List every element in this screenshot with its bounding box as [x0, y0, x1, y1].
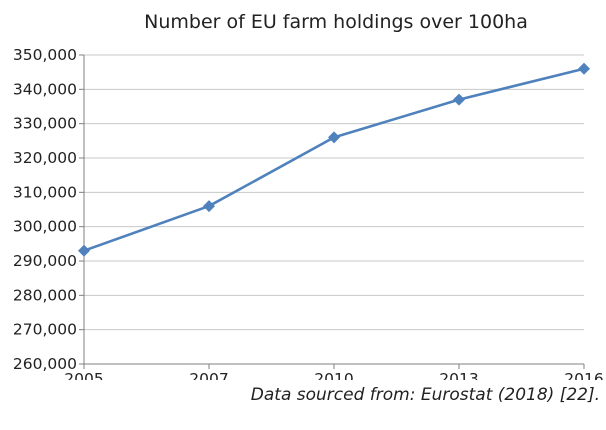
gridlines: [84, 54, 584, 331]
data-point-marker: [578, 62, 590, 75]
y-tick-label: 270,000: [13, 321, 77, 339]
y-tick-label: 330,000: [13, 115, 77, 133]
x-axis-ticks: 2005 2007 2010 2013 2016: [64, 364, 604, 380]
x-tick-label: 2007: [189, 370, 228, 380]
source-note: Data sourced from: Eurostat (2018) [22].: [250, 385, 600, 405]
axes: [83, 55, 584, 365]
y-tick-label: 280,000: [13, 286, 77, 304]
y-axis-ticks: 260,000 270,000 280,000 290,000 300,000 310,0…: [13, 46, 84, 373]
y-tick-label: 290,000: [13, 252, 77, 270]
line-chart: Number of EU farm holdings over 100ha 26…: [13, 11, 604, 380]
y-tick-label: 260,000: [13, 355, 77, 373]
chart-title: Number of EU farm holdings over 100ha: [144, 11, 528, 33]
data-point-marker: [78, 244, 90, 257]
data-point-marker: [328, 131, 340, 144]
series-line: [83, 67, 585, 252]
y-tick-label: 350,000: [13, 46, 77, 64]
data-point-marker: [453, 93, 465, 106]
data-point-marker: [203, 200, 215, 213]
x-tick-label: 2010: [314, 370, 353, 380]
x-tick-label: 2005: [64, 370, 103, 380]
y-tick-label: 300,000: [13, 218, 77, 236]
y-tick-label: 320,000: [13, 149, 77, 167]
y-tick-label: 310,000: [13, 183, 77, 201]
x-tick-label: 2016: [564, 370, 603, 380]
x-tick-label: 2013: [439, 370, 478, 380]
y-tick-label: 340,000: [13, 80, 77, 98]
data-series: [78, 62, 590, 257]
